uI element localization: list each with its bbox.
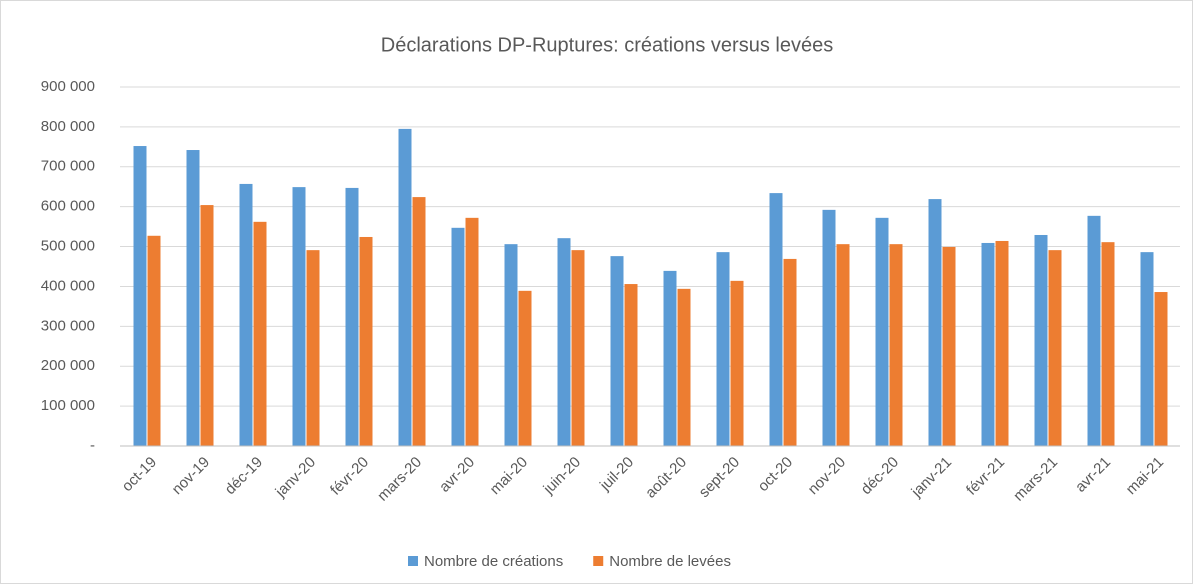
bar xyxy=(306,250,320,446)
bar xyxy=(1154,292,1168,446)
bar xyxy=(133,146,147,446)
y-tick-label: 600 000 xyxy=(41,198,95,215)
bar xyxy=(557,238,571,446)
bar xyxy=(345,187,359,446)
chart-title: Déclarations DP-Ruptures: créations vers… xyxy=(381,34,833,56)
bar xyxy=(928,199,942,446)
bar xyxy=(942,246,956,446)
bar xyxy=(610,256,624,446)
bar xyxy=(822,209,836,446)
bar xyxy=(412,197,426,446)
bar xyxy=(1101,242,1115,446)
bar xyxy=(624,284,638,446)
y-tick-label: 800 000 xyxy=(41,118,95,135)
y-tick-label: 900 000 xyxy=(41,78,95,95)
bar xyxy=(451,227,465,446)
bar xyxy=(200,205,214,446)
bar xyxy=(571,250,585,446)
bar xyxy=(504,244,518,446)
legend-label: Nombre de créations xyxy=(424,553,563,570)
bar xyxy=(889,244,903,446)
bar xyxy=(677,288,691,446)
bar xyxy=(875,217,889,446)
bar xyxy=(186,150,200,446)
y-tick-label: 400 000 xyxy=(41,277,95,294)
legend-swatch xyxy=(408,556,418,566)
bar xyxy=(147,235,161,446)
bar xyxy=(769,193,783,446)
legend-label: Nombre de levées xyxy=(609,553,731,570)
bar xyxy=(663,270,677,446)
bar xyxy=(1048,250,1062,446)
bar xyxy=(359,236,373,446)
bar xyxy=(1034,234,1048,446)
y-tick-label: 700 000 xyxy=(41,158,95,175)
bar xyxy=(465,217,479,446)
y-tick-label: - xyxy=(90,437,95,454)
bar xyxy=(730,280,744,446)
y-tick-label: 200 000 xyxy=(41,357,95,374)
bar xyxy=(1140,252,1154,446)
bar xyxy=(239,183,253,446)
bar xyxy=(981,242,995,446)
bar xyxy=(253,221,267,446)
bar xyxy=(518,290,532,446)
bar xyxy=(398,128,412,446)
bar xyxy=(292,187,306,447)
bar xyxy=(995,240,1009,446)
y-tick-label: 500 000 xyxy=(41,238,95,255)
y-tick-label: 300 000 xyxy=(41,317,95,334)
bar xyxy=(716,252,730,446)
bar xyxy=(836,244,850,446)
bar xyxy=(783,258,797,446)
legend-swatch xyxy=(593,556,604,566)
y-tick-label: 100 000 xyxy=(41,397,95,414)
bar xyxy=(1087,215,1101,446)
